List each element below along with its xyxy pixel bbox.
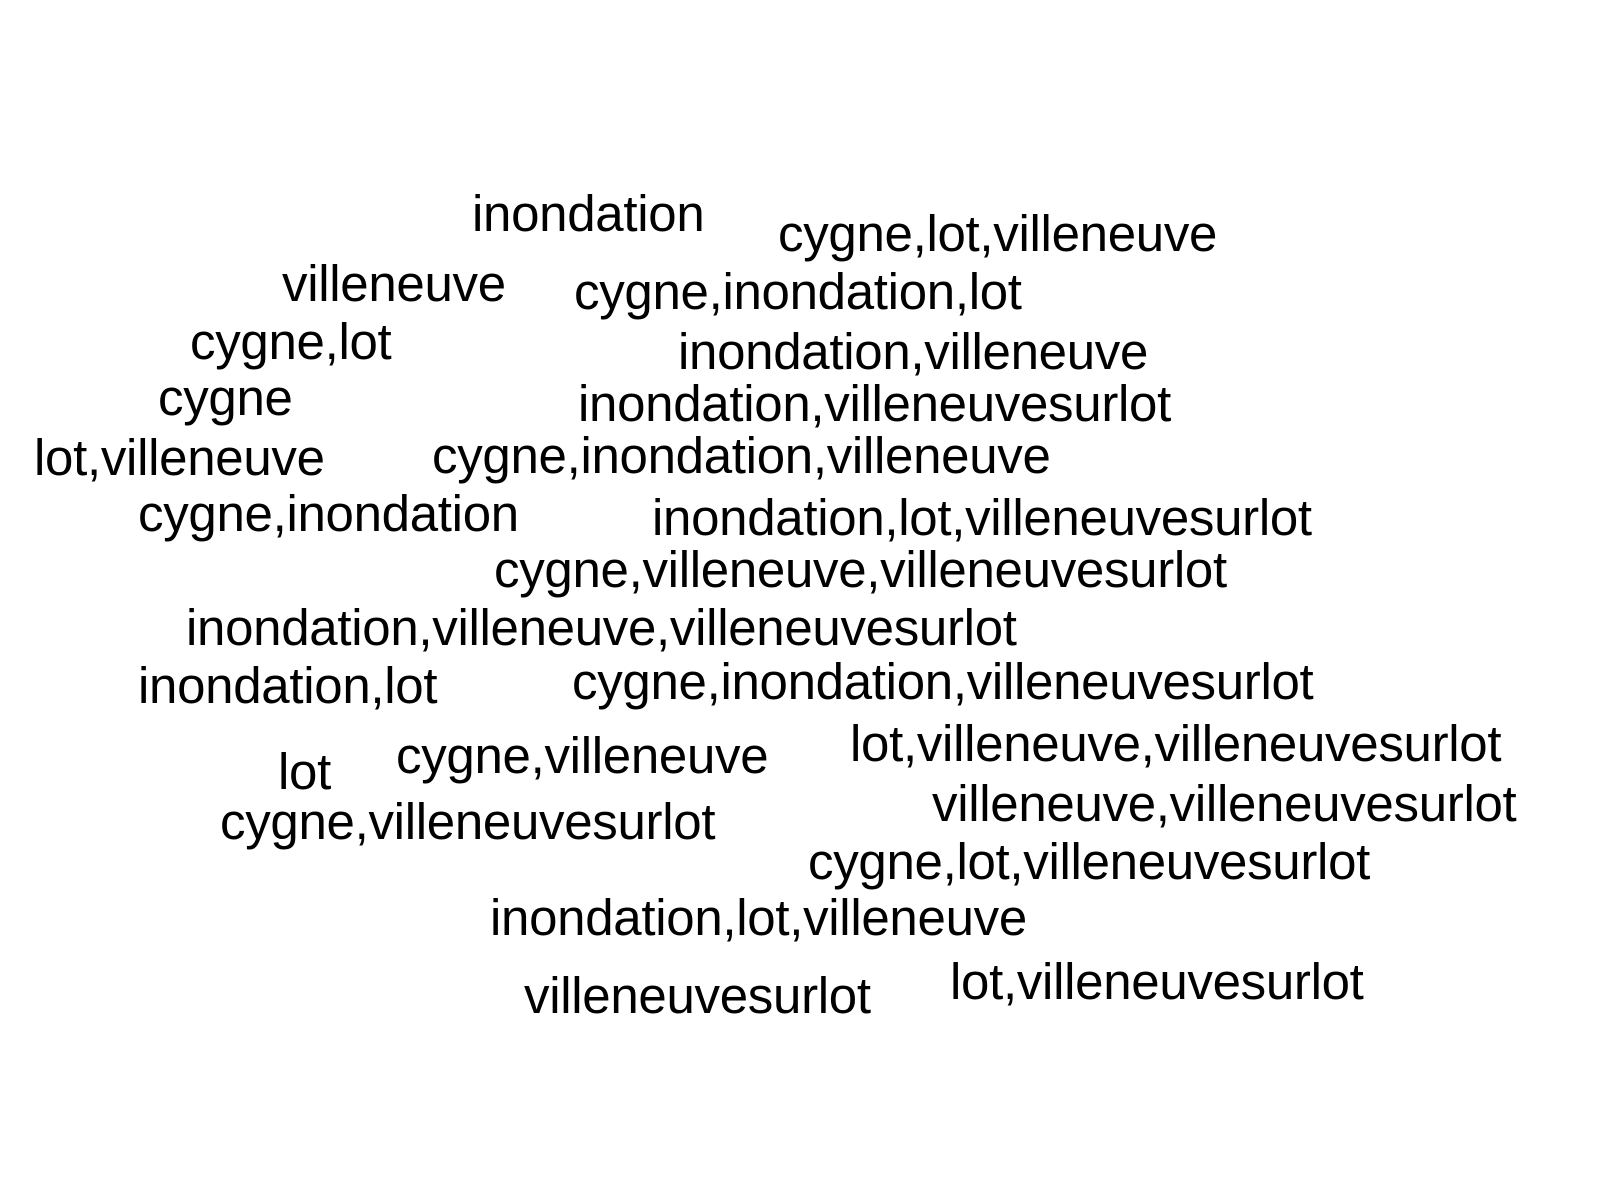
word-label: lot,villeneuve: [34, 429, 325, 486]
word-label: inondation,lot,villeneuve: [490, 889, 1027, 946]
word-label: inondation,villeneuvesurlot: [578, 375, 1171, 432]
word-label: cygne: [158, 369, 293, 426]
word-label: inondation,lot: [138, 657, 438, 714]
word-label: cygne,lot,villeneuvesurlot: [808, 833, 1371, 890]
word-label: cygne,villeneuve,villeneuvesurlot: [494, 541, 1227, 598]
word-label: lot: [278, 743, 331, 800]
word-label: cygne,lot,villeneuve: [778, 205, 1218, 262]
word-label: villeneuvesurlot: [524, 967, 871, 1024]
word-label: lot,villeneuve,villeneuvesurlot: [850, 715, 1502, 772]
word-label: inondation,villeneuve: [678, 323, 1149, 380]
word-label: cygne,inondation,villeneuve: [432, 427, 1051, 484]
word-label: cygne,inondation,villeneuvesurlot: [572, 653, 1314, 710]
word-label: cygne,lot: [190, 313, 392, 370]
word-label: villeneuve: [282, 255, 506, 312]
word-label: inondation,villeneuve,villeneuvesurlot: [186, 599, 1017, 656]
word-label: cygne,inondation: [138, 485, 519, 542]
word-label: cygne,villeneuve: [396, 727, 769, 784]
word-label: inondation,lot,villeneuvesurlot: [652, 489, 1312, 546]
word-label: villeneuve,villeneuvesurlot: [932, 775, 1517, 832]
word-label: cygne,inondation,lot: [574, 263, 1022, 320]
word-label: cygne,villeneuvesurlot: [220, 793, 716, 850]
word-label: inondation: [472, 185, 705, 242]
word-label: lot,villeneuvesurlot: [950, 953, 1364, 1010]
